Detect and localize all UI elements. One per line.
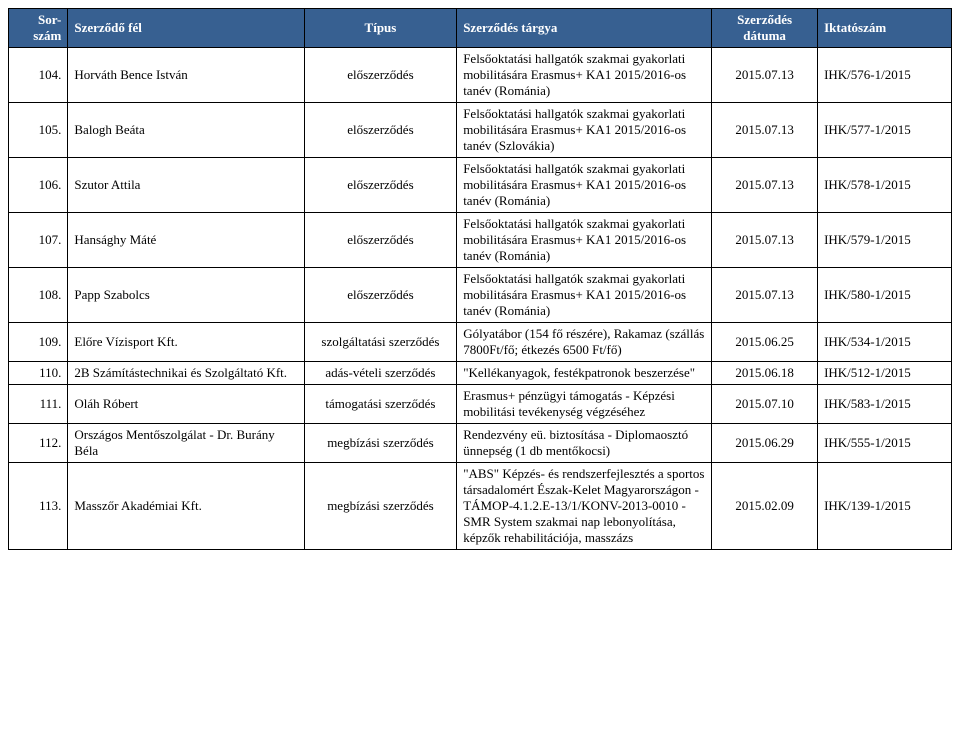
contracts-table: Sor-szám Szerződő fél Típus Szerződés tá… [8,8,952,550]
cell-date: 2015.07.13 [712,158,818,213]
cell-sorszam: 108. [9,268,68,323]
cell-ref: IHK/534-1/2015 [818,323,952,362]
cell-type: előszerződés [304,213,457,268]
cell-ref: IHK/512-1/2015 [818,362,952,385]
cell-party: Horváth Bence István [68,48,304,103]
cell-type: adás-vételi szerződés [304,362,457,385]
cell-ref: IHK/583-1/2015 [818,385,952,424]
cell-party: 2B Számítástechnikai és Szolgáltató Kft. [68,362,304,385]
cell-type: előszerződés [304,268,457,323]
cell-date: 2015.06.25 [712,323,818,362]
table-row: 105.Balogh BeátaelőszerződésFelsőoktatás… [9,103,952,158]
cell-sorszam: 107. [9,213,68,268]
cell-sorszam: 113. [9,463,68,550]
cell-subject: "ABS" Képzés- és rendszerfejlesztés a sp… [457,463,712,550]
cell-sorszam: 112. [9,424,68,463]
cell-party: Papp Szabolcs [68,268,304,323]
cell-sorszam: 105. [9,103,68,158]
cell-party: Balogh Beáta [68,103,304,158]
cell-party: Szutor Attila [68,158,304,213]
cell-ref: IHK/139-1/2015 [818,463,952,550]
cell-party: Előre Vízisport Kft. [68,323,304,362]
col-tipus: Típus [304,9,457,48]
cell-date: 2015.06.18 [712,362,818,385]
table-row: 107.Hansághy MátéelőszerződésFelsőoktatá… [9,213,952,268]
col-szerzodo-fel: Szerződő fél [68,9,304,48]
table-row: 108.Papp SzabolcselőszerződésFelsőoktatá… [9,268,952,323]
cell-subject: Felsőoktatási hallgatók szakmai gyakorla… [457,48,712,103]
cell-subject: Felsőoktatási hallgatók szakmai gyakorla… [457,213,712,268]
cell-subject: Felsőoktatási hallgatók szakmai gyakorla… [457,103,712,158]
cell-party: Oláh Róbert [68,385,304,424]
cell-date: 2015.07.13 [712,213,818,268]
cell-type: előszerződés [304,158,457,213]
cell-sorszam: 104. [9,48,68,103]
cell-date: 2015.06.29 [712,424,818,463]
table-row: 111.Oláh Róberttámogatási szerződésErasm… [9,385,952,424]
cell-subject: Rendezvény eü. biztosítása - Diplomaoszt… [457,424,712,463]
cell-type: előszerződés [304,48,457,103]
cell-date: 2015.02.09 [712,463,818,550]
cell-ref: IHK/577-1/2015 [818,103,952,158]
cell-ref: IHK/579-1/2015 [818,213,952,268]
table-row: 112.Országos Mentőszolgálat - Dr. Burány… [9,424,952,463]
table-body: 104.Horváth Bence IstvánelőszerződésFels… [9,48,952,550]
cell-ref: IHK/580-1/2015 [818,268,952,323]
table-row: 113.Masszőr Akadémiai Kft.megbízási szer… [9,463,952,550]
cell-date: 2015.07.13 [712,48,818,103]
cell-type: előszerződés [304,103,457,158]
col-iktatoszam: Iktatószám [818,9,952,48]
cell-subject: Erasmus+ pénzügyi támogatás - Képzési mo… [457,385,712,424]
cell-subject: Felsőoktatási hallgatók szakmai gyakorla… [457,268,712,323]
cell-party: Masszőr Akadémiai Kft. [68,463,304,550]
cell-sorszam: 109. [9,323,68,362]
cell-date: 2015.07.13 [712,268,818,323]
cell-type: megbízási szerződés [304,424,457,463]
col-datuma: Szerződés dátuma [712,9,818,48]
cell-sorszam: 111. [9,385,68,424]
cell-sorszam: 110. [9,362,68,385]
cell-type: támogatási szerződés [304,385,457,424]
cell-sorszam: 106. [9,158,68,213]
col-targya: Szerződés tárgya [457,9,712,48]
cell-party: Országos Mentőszolgálat - Dr. Burány Bél… [68,424,304,463]
cell-subject: "Kellékanyagok, festékpatronok beszerzés… [457,362,712,385]
cell-party: Hansághy Máté [68,213,304,268]
header-row: Sor-szám Szerződő fél Típus Szerződés tá… [9,9,952,48]
cell-ref: IHK/578-1/2015 [818,158,952,213]
cell-ref: IHK/576-1/2015 [818,48,952,103]
cell-date: 2015.07.13 [712,103,818,158]
cell-subject: Felsőoktatási hallgatók szakmai gyakorla… [457,158,712,213]
cell-date: 2015.07.10 [712,385,818,424]
cell-subject: Gólyatábor (154 fő részére), Rakamaz (sz… [457,323,712,362]
col-sorszam: Sor-szám [9,9,68,48]
table-row: 106.Szutor AttilaelőszerződésFelsőoktatá… [9,158,952,213]
table-row: 109.Előre Vízisport Kft.szolgáltatási sz… [9,323,952,362]
table-row: 104.Horváth Bence IstvánelőszerződésFels… [9,48,952,103]
table-header: Sor-szám Szerződő fél Típus Szerződés tá… [9,9,952,48]
table-row: 110.2B Számítástechnikai és Szolgáltató … [9,362,952,385]
cell-type: szolgáltatási szerződés [304,323,457,362]
cell-type: megbízási szerződés [304,463,457,550]
cell-ref: IHK/555-1/2015 [818,424,952,463]
